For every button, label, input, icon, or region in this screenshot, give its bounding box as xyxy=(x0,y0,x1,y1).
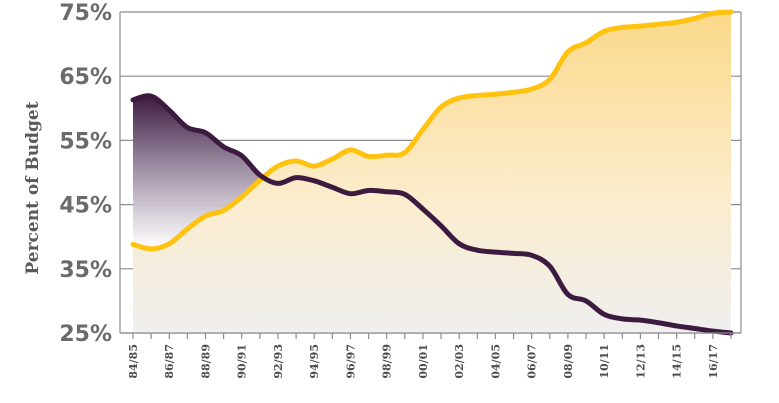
area-fills xyxy=(133,12,731,333)
x-tick-label: 94/95 xyxy=(308,344,321,379)
x-tick-label: 90/91 xyxy=(236,344,249,379)
y-tick-label: 55% xyxy=(59,129,112,154)
x-tick-label: 96/97 xyxy=(344,344,357,379)
plum-series-line xyxy=(130,93,734,336)
x-tick-label: 12/13 xyxy=(634,344,647,379)
x-tick-label: 98/99 xyxy=(381,344,394,379)
x-tick-label: 08/09 xyxy=(562,344,575,379)
x-tick-label: 84/85 xyxy=(127,344,140,379)
series-lines xyxy=(130,9,734,336)
y-tick-label: 45% xyxy=(59,194,112,219)
x-tick-label: 10/11 xyxy=(598,344,611,379)
x-axis-ticks: 84/85 86/87 88/89 90/91 92/93 94/95 96/97 98/99… xyxy=(120,332,741,379)
y-tick-label: 25% xyxy=(59,322,112,347)
x-tick-label: 86/87 xyxy=(163,344,176,379)
x-tick-label: 04/05 xyxy=(489,344,502,379)
x-tick-label: 16/17 xyxy=(707,344,720,379)
gold-series-area xyxy=(133,12,731,333)
x-tick-label: 14/15 xyxy=(671,344,684,379)
x-tick-label: 02/03 xyxy=(453,344,466,379)
y-tick-label: 65% xyxy=(59,65,112,90)
y-axis-ticks: 25% 35% 45% 55% 65% 75% xyxy=(59,1,112,347)
x-tick-label: 06/07 xyxy=(526,344,539,379)
y-tick-label: 35% xyxy=(59,258,112,283)
plum-series-area xyxy=(133,96,264,249)
y-tick-label: 75% xyxy=(59,1,112,26)
x-tick-label: 00/01 xyxy=(417,344,430,379)
x-tick-label: 92/93 xyxy=(272,344,285,379)
y-axis-label: Percent of Budget xyxy=(23,101,43,274)
gold-series-line xyxy=(130,9,734,252)
x-tick-label: 88/89 xyxy=(199,344,212,379)
